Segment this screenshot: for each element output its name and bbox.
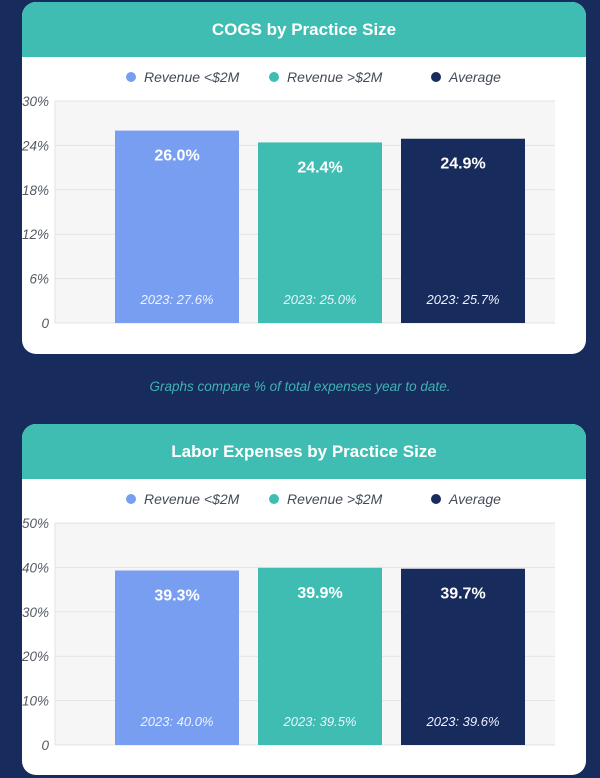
bar-average — [401, 568, 525, 745]
legend-label: Revenue <$2M — [144, 491, 240, 507]
legend-label: Revenue >$2M — [287, 69, 383, 85]
labor-bar-chart: 0 10% 20% 30% 40% 50% 39.3% 2023: 40.0% 39.9% 202… — [22, 516, 555, 753]
bar-revenue-lt-2m — [115, 570, 239, 745]
legend-label: Average — [449, 69, 501, 85]
bar-prior-year-label: 2023: 25.0% — [282, 292, 356, 307]
graphs-caption: Graphs compare % of total expenses year … — [149, 379, 451, 394]
legend-item-revenue-lt-2m: Revenue <$2M — [126, 69, 239, 85]
cogs-chart-card: COGS by Practice Size Revenue <$2M Reven… — [22, 2, 586, 354]
bar-value-label: 26.0% — [154, 148, 199, 165]
bar-prior-year-label: 2023: 39.6% — [425, 714, 499, 729]
legend-label: Average — [449, 491, 501, 507]
bar-revenue-gt-2m — [258, 142, 382, 323]
legend-item-revenue-lt-2m: Revenue <$2M — [126, 491, 239, 507]
legend-item-average: Average — [431, 69, 501, 85]
bar-value-label: 39.7% — [440, 586, 485, 603]
legend-label: Revenue >$2M — [287, 491, 383, 507]
legend-item-revenue-gt-2m: Revenue >$2M — [269, 491, 382, 507]
bar-value-label: 24.9% — [440, 156, 485, 173]
y-tick-label: 0 — [41, 738, 49, 753]
y-tick-label: 18% — [22, 183, 49, 198]
labor-chart-card: Labor Expenses by Practice Size Revenue … — [22, 424, 586, 775]
legend-dot-icon — [431, 494, 441, 504]
bar-prior-year-label: 2023: 25.7% — [425, 292, 499, 307]
chart-legend: Revenue <$2M Revenue >$2M Average — [22, 491, 586, 511]
legend-dot-icon — [126, 72, 136, 82]
y-tick-label: 20% — [22, 649, 49, 664]
bar-revenue-lt-2m — [115, 130, 239, 323]
bar-value-label: 39.9% — [297, 585, 342, 602]
bar-value-label: 24.4% — [297, 159, 342, 176]
y-tick-label: 24% — [22, 138, 49, 153]
chart-title: Labor Expenses by Practice Size — [22, 424, 586, 479]
y-tick-label: 30% — [22, 605, 49, 620]
bar-value-label: 39.3% — [154, 588, 199, 605]
y-tick-label: 0 — [41, 316, 49, 331]
bar-prior-year-label: 2023: 27.6% — [139, 292, 213, 307]
legend-dot-icon — [126, 494, 136, 504]
legend-dot-icon — [269, 72, 279, 82]
y-tick-label: 40% — [22, 560, 49, 575]
legend-dot-icon — [269, 494, 279, 504]
y-tick-label: 6% — [29, 272, 49, 287]
cogs-bar-chart: 0 6% 12% 18% 24% 30% 26.0% 2023: 27.6% 24.4% 2023… — [22, 94, 555, 331]
y-tick-label: 50% — [22, 516, 49, 531]
y-tick-label: 30% — [22, 94, 49, 109]
bar-average — [401, 138, 525, 323]
legend-label: Revenue <$2M — [144, 69, 240, 85]
legend-dot-icon — [431, 72, 441, 82]
y-tick-label: 12% — [22, 227, 49, 242]
legend-item-revenue-gt-2m: Revenue >$2M — [269, 69, 382, 85]
y-tick-label: 10% — [22, 694, 49, 709]
bar-prior-year-label: 2023: 40.0% — [139, 714, 213, 729]
chart-legend: Revenue <$2M Revenue >$2M Average — [22, 69, 586, 89]
legend-item-average: Average — [431, 491, 501, 507]
bar-revenue-gt-2m — [258, 567, 382, 745]
bar-prior-year-label: 2023: 39.5% — [282, 714, 356, 729]
chart-title: COGS by Practice Size — [22, 2, 586, 57]
